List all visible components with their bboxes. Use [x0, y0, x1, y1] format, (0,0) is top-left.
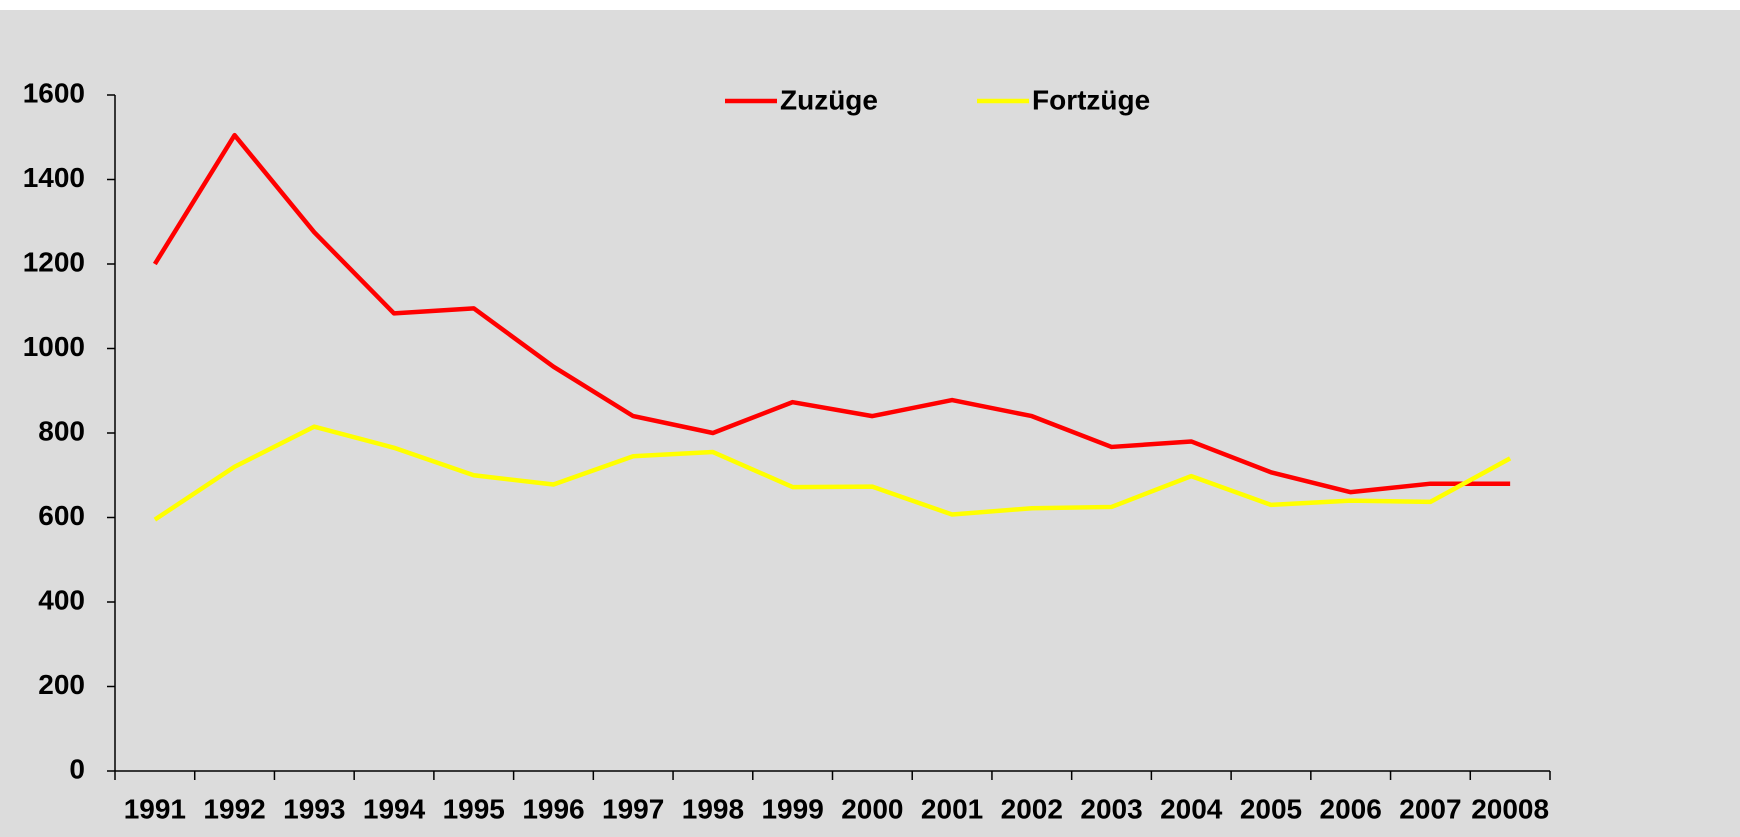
x-tick-label: 2002 — [1001, 793, 1063, 824]
plot-background — [0, 10, 1740, 837]
x-tick-label: 1991 — [124, 793, 186, 824]
x-tick-label: 1999 — [761, 793, 823, 824]
y-tick-label: 200 — [38, 669, 85, 700]
legend-label: Zuzüge — [780, 84, 878, 115]
y-tick-label: 1000 — [23, 331, 85, 362]
x-tick-label: 2003 — [1080, 793, 1142, 824]
x-tick-label: 2000 — [841, 793, 903, 824]
x-tick-label: 1996 — [522, 793, 584, 824]
x-tick-label: 1995 — [443, 793, 505, 824]
x-tick-label: 2001 — [921, 793, 983, 824]
legend-label: Fortzüge — [1032, 84, 1150, 115]
x-tick-label: 1997 — [602, 793, 664, 824]
y-tick-label: 1600 — [23, 77, 85, 108]
y-tick-label: 400 — [38, 584, 85, 615]
x-tick-label: 20008 — [1471, 793, 1549, 824]
x-tick-label: 2004 — [1160, 793, 1223, 824]
x-tick-label: 1994 — [363, 793, 426, 824]
y-tick-label: 800 — [38, 415, 85, 446]
x-tick-label: 2005 — [1240, 793, 1302, 824]
y-tick-label: 600 — [38, 500, 85, 531]
y-tick-label: 1200 — [23, 246, 85, 277]
x-tick-label: 2007 — [1399, 793, 1461, 824]
y-tick-label: 0 — [69, 753, 85, 784]
line-series — [153, 424, 1512, 522]
line-series — [152, 132, 1511, 495]
y-tick-label: 1400 — [23, 162, 85, 193]
x-tick-label: 2006 — [1320, 793, 1382, 824]
x-tick-label: 1992 — [203, 793, 265, 824]
x-tick-label: 1998 — [682, 793, 744, 824]
x-tick-label: 1993 — [283, 793, 345, 824]
